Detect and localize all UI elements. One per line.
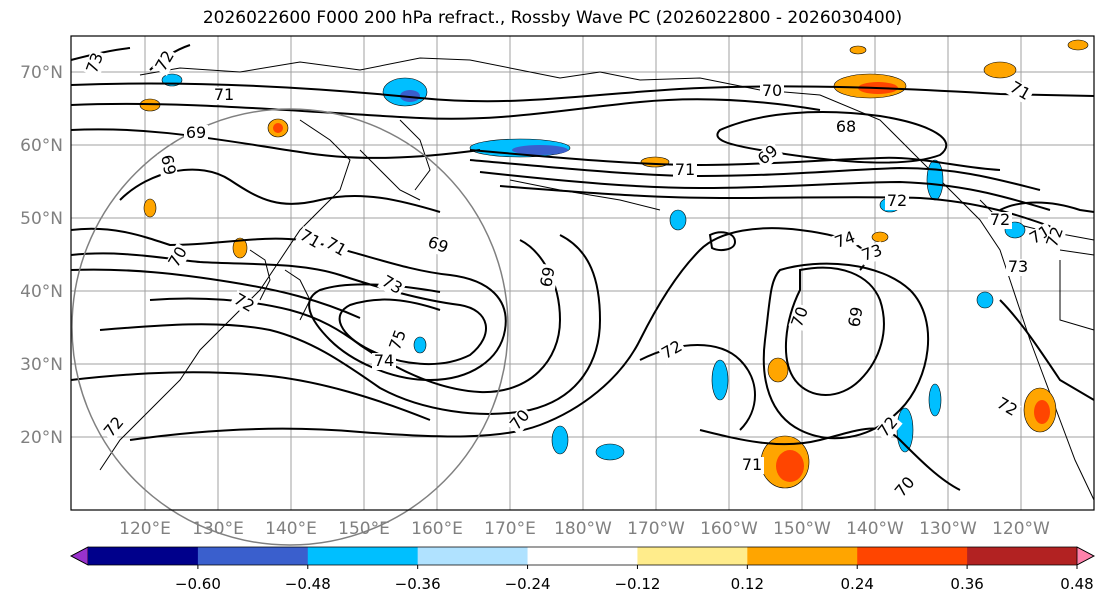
longitude-label: 120°E — [119, 519, 171, 539]
contour-label: 69 — [536, 265, 558, 288]
longitude-label: 160°E — [411, 519, 463, 539]
colorbar-swatch — [747, 547, 858, 565]
longitude-label: 160°W — [700, 519, 758, 539]
longitude-label: 140°E — [265, 519, 317, 539]
colorbar-swatch — [967, 547, 1078, 565]
longitude-labels: 120°E 130°E 140°E 150°E 160°E 170°E 180°W 170°W… — [119, 519, 1050, 539]
colorbar-tick-label: −0.12 — [614, 575, 660, 593]
colorbar-swatch — [417, 547, 529, 565]
colorbar-over-triangle — [1076, 546, 1095, 566]
colorbar-swatch — [197, 547, 309, 565]
reference-circle — [71, 108, 509, 546]
contour-label: 71 — [214, 85, 234, 104]
colorbar-under-triangle — [70, 546, 89, 566]
latitude-label: 40°N — [20, 282, 63, 302]
colorbar: −0.60 −0.48 −0.36 −0.24 −0.12 0.12 0.24 0.36 0.4… — [70, 546, 1095, 593]
contour-label: 74 — [374, 351, 394, 370]
colorbar-tick-label: −0.24 — [505, 575, 551, 593]
latitude-labels: 70°N 60°N 50°N 40°N 30°N 20°N — [20, 63, 63, 448]
longitude-label: 170°W — [627, 519, 685, 539]
latitude-label: 60°N — [20, 136, 63, 156]
longitude-label: 130°W — [919, 519, 977, 539]
colorbar-tick-label: −0.60 — [175, 575, 221, 593]
contour-label: 69 — [157, 153, 179, 176]
longitude-label: 120°W — [992, 519, 1050, 539]
colorbar-swatch — [637, 547, 748, 565]
colorbar-swatch — [857, 547, 968, 565]
contour-label: 69 — [186, 123, 206, 142]
contour-label: 73 — [1008, 257, 1028, 276]
latitude-label: 20°N — [20, 428, 63, 448]
contour-label: 71 — [675, 160, 695, 179]
colorbar-tick-label: 0.24 — [841, 575, 874, 593]
latitude-label: 30°N — [20, 355, 63, 375]
longitude-label: 150°W — [773, 519, 831, 539]
colorbar-tick-label: −0.48 — [285, 575, 331, 593]
contour-label: 70 — [762, 81, 782, 100]
contour-label: 69 — [844, 305, 866, 328]
contour-label: 72 — [990, 210, 1010, 229]
map-frame — [70, 35, 1095, 511]
longitude-label: 130°E — [192, 519, 244, 539]
longitude-label: 180°W — [554, 519, 612, 539]
colorbar-swatch — [527, 547, 638, 565]
colorbar-tick-label: 0.48 — [1060, 575, 1093, 593]
latitude-label: 70°N — [20, 63, 63, 83]
colorbar-swatch — [307, 547, 419, 565]
contour-label: 72 — [887, 191, 907, 210]
colorbar-tick-label: 0.36 — [950, 575, 983, 593]
longitude-label: 150°E — [338, 519, 390, 539]
contour-label: 68 — [836, 117, 856, 136]
longitude-label: 170°E — [484, 519, 536, 539]
contour-label: 71 — [742, 455, 762, 474]
colorbar-tick-label: −0.36 — [395, 575, 441, 593]
map-title: 2026022600 F000 200 hPa refract., Rossby… — [202, 8, 903, 28]
colorbar-swatch — [88, 547, 199, 565]
latitude-label: 50°N — [20, 209, 63, 229]
colorbar-tick-label: 0.12 — [731, 575, 764, 593]
longitude-label: 140°W — [846, 519, 904, 539]
